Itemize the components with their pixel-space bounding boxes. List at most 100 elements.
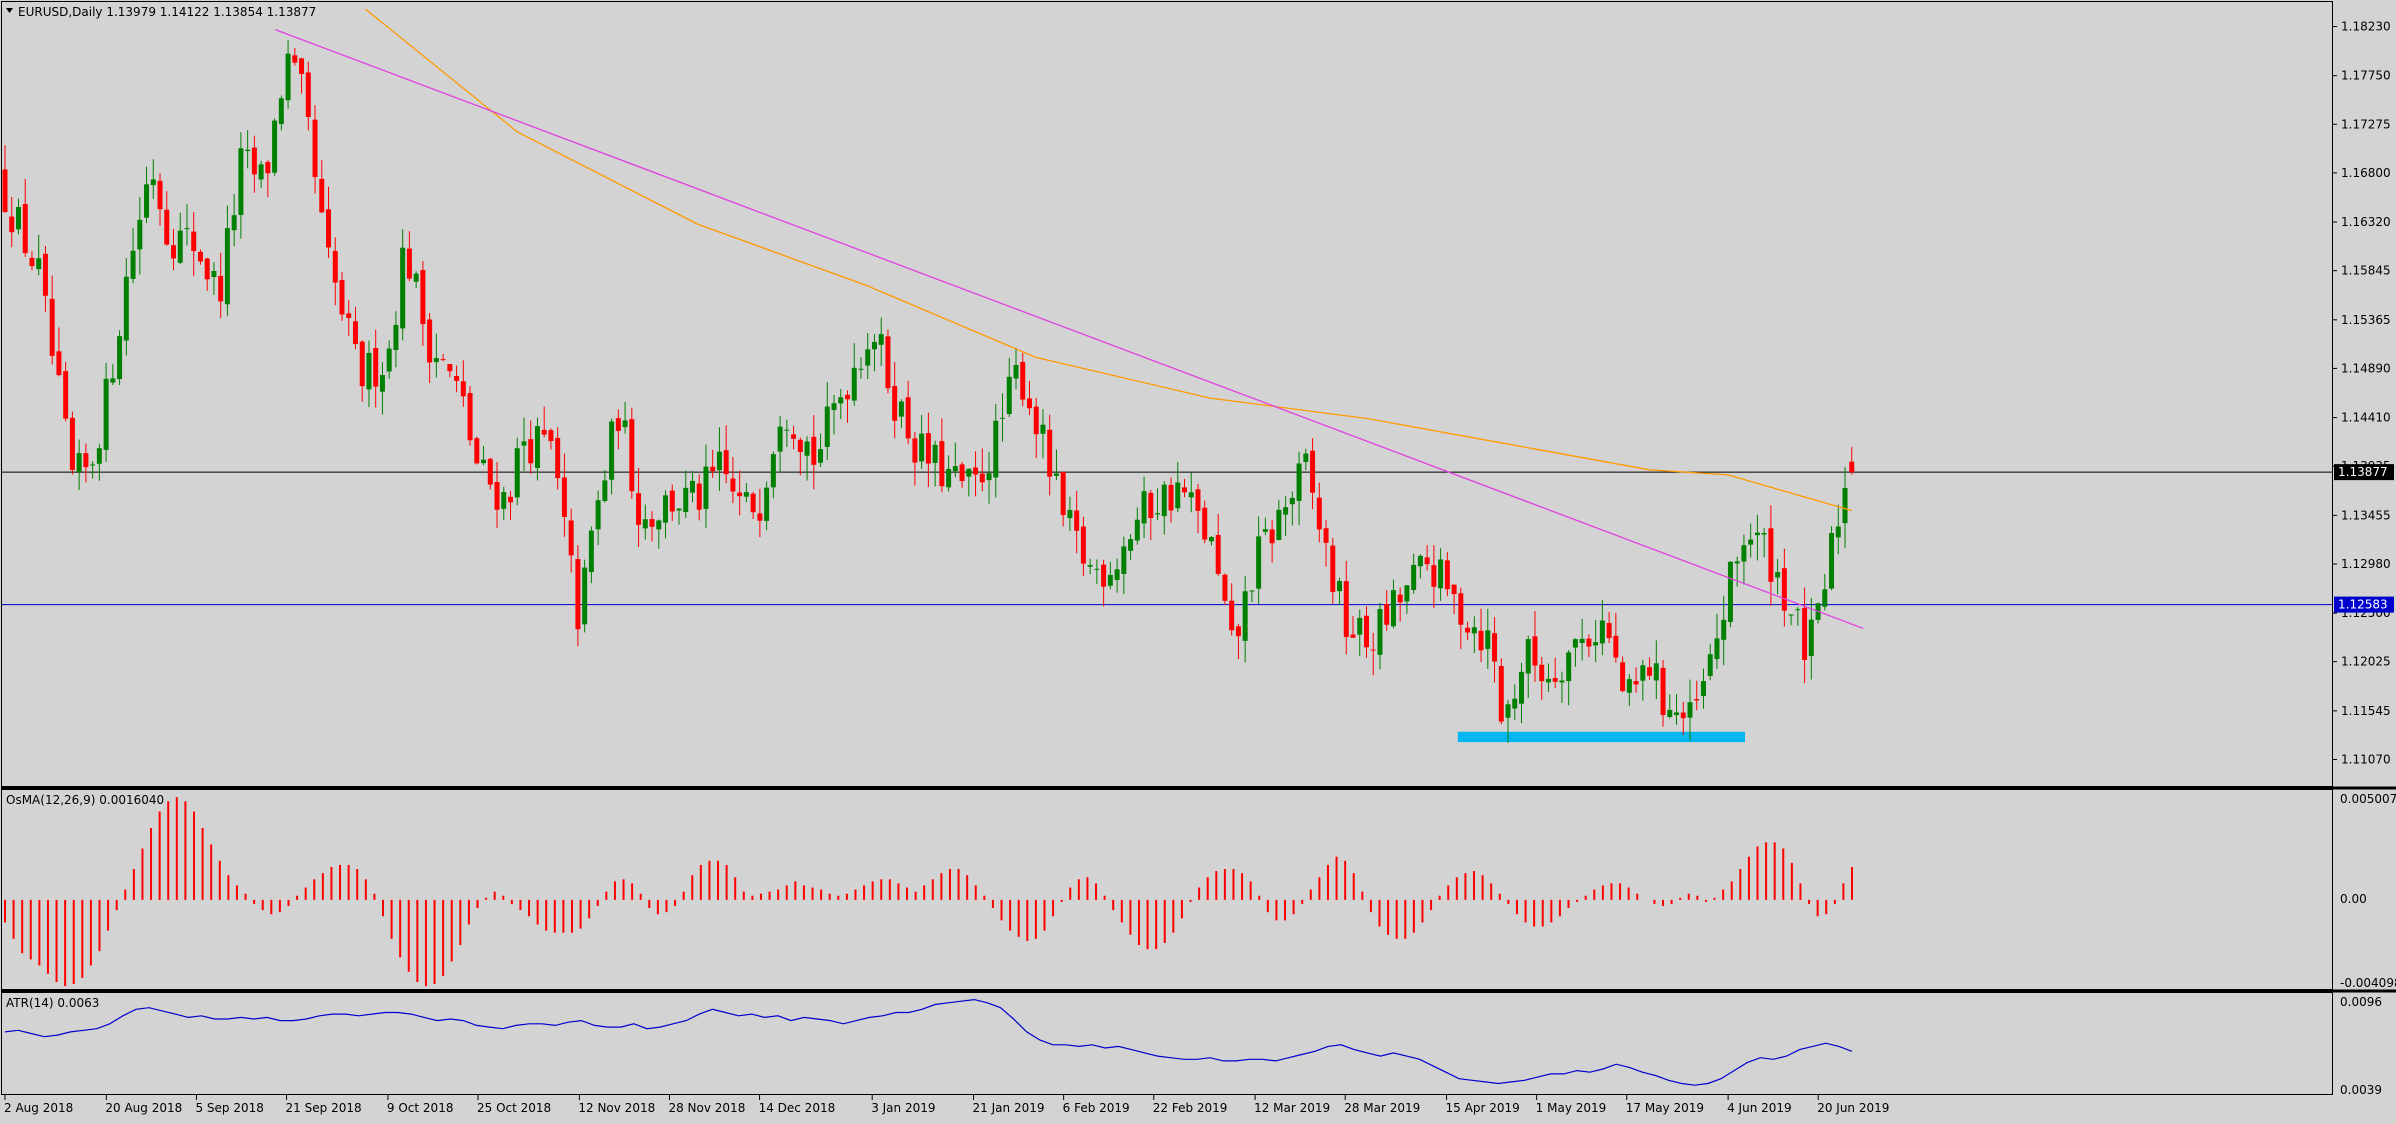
candle-body <box>669 490 675 512</box>
price-tick-label: 1.16800 <box>2341 166 2391 180</box>
candle-body <box>2 169 8 212</box>
candle-body <box>1539 664 1545 682</box>
time-tick-label: 22 Feb 2019 <box>1153 1101 1228 1115</box>
price-tick-label: 1.12025 <box>2341 655 2391 669</box>
candle-body <box>1768 528 1774 582</box>
collapse-triangle-icon[interactable] <box>6 8 13 13</box>
candle-body <box>811 436 817 465</box>
candle-body <box>440 359 446 361</box>
candle-body <box>56 351 62 376</box>
candle-body <box>1781 568 1787 611</box>
candle-body <box>1337 580 1343 592</box>
candle-body <box>96 448 102 464</box>
candle-body <box>1026 398 1032 409</box>
candle-body <box>29 257 35 267</box>
candle-body <box>427 319 433 363</box>
candle-body <box>993 420 999 478</box>
candle-body <box>326 209 332 248</box>
current-price-tag: 1.13877 <box>2334 464 2394 481</box>
time-tick-label: 4 Jun 2019 <box>1727 1101 1792 1115</box>
candle-body <box>406 248 412 279</box>
osma-tick-min: -0.004098 <box>2340 976 2396 990</box>
candle-body <box>49 298 55 356</box>
candle-body <box>1276 509 1282 541</box>
time-tick-label: 3 Jan 2019 <box>871 1101 935 1115</box>
candle-body <box>339 280 345 315</box>
candle-body <box>1134 519 1140 541</box>
candle-body <box>352 321 358 345</box>
candle-body <box>130 250 136 279</box>
candle-body <box>696 483 702 510</box>
candle-body <box>1047 429 1053 477</box>
time-tick-label: 6 Feb 2019 <box>1063 1101 1130 1115</box>
candle-body <box>1700 681 1706 696</box>
candle-body <box>123 276 129 341</box>
price-panel: 1.18230 1.17750 1.17275 1.16800 1.16320 1.158… <box>1 1 2394 787</box>
candle-body <box>1559 680 1565 683</box>
candle-body <box>1000 417 1006 419</box>
candle-body <box>1471 627 1477 634</box>
atr-tick-max: 0.0096 <box>2340 995 2382 1009</box>
candle-body <box>588 530 594 573</box>
candle-body <box>1525 639 1531 674</box>
candle-body <box>1202 507 1208 540</box>
candle-body <box>171 245 176 259</box>
candle-body <box>1788 614 1794 616</box>
candle-body <box>184 228 190 230</box>
time-tick-label: 17 May 2019 <box>1626 1101 1704 1115</box>
candle-body <box>319 178 325 213</box>
candle-body <box>1519 671 1524 704</box>
candle-body <box>1438 559 1444 589</box>
candle-body <box>1647 667 1653 676</box>
support-price-tag: 1.12583 <box>2334 596 2394 613</box>
atr-polyline <box>4 998 1853 1086</box>
candle-body <box>831 403 837 410</box>
candle-body <box>1390 590 1396 627</box>
candle-body <box>925 433 931 464</box>
candle-body <box>534 426 540 469</box>
candle-body <box>1087 565 1093 567</box>
atr-line <box>4 998 1853 1086</box>
osma-histogram <box>4 797 1853 987</box>
candle-body <box>1754 532 1760 536</box>
candle-body <box>467 393 473 441</box>
candle-body <box>770 454 776 488</box>
candle-body <box>966 468 972 477</box>
candle-body <box>973 467 979 475</box>
candle-body <box>117 336 123 380</box>
osma-tick-max: 0.0050076 <box>2340 792 2396 806</box>
atr-panel: ATR(14) 0.0063 0.0096 0.0039 <box>1 989 2396 1097</box>
candle-body <box>1835 526 1841 538</box>
candle-body <box>1107 574 1113 586</box>
candle-body <box>1229 600 1235 631</box>
candle-body <box>245 149 251 152</box>
candle-body <box>1033 406 1039 435</box>
candle-body <box>1114 569 1120 580</box>
time-tick-label: 1 May 2019 <box>1536 1101 1607 1115</box>
candle-body <box>1067 510 1073 519</box>
candle-body <box>541 429 547 435</box>
candle-body <box>1795 609 1801 611</box>
candle-body <box>1316 497 1322 530</box>
candle-body <box>1599 620 1605 644</box>
candle-body <box>379 375 385 392</box>
time-tick-label: 12 Nov 2018 <box>578 1101 655 1115</box>
candle-body <box>265 162 271 174</box>
candle-body <box>804 441 810 456</box>
candle-body <box>602 480 608 501</box>
candle-body <box>1727 561 1733 622</box>
candle-body <box>386 348 392 372</box>
candle-body <box>919 433 925 462</box>
candle-body <box>224 228 230 305</box>
candle-body <box>791 434 797 439</box>
candle-body <box>258 164 264 180</box>
candle-body <box>649 519 655 527</box>
candle-body <box>1060 471 1066 516</box>
candle-body <box>433 358 439 363</box>
candle-body <box>285 53 291 101</box>
candle-body <box>1451 584 1457 595</box>
candle-body <box>514 448 520 498</box>
candle-body <box>1431 565 1437 587</box>
candle-body <box>1343 581 1349 638</box>
